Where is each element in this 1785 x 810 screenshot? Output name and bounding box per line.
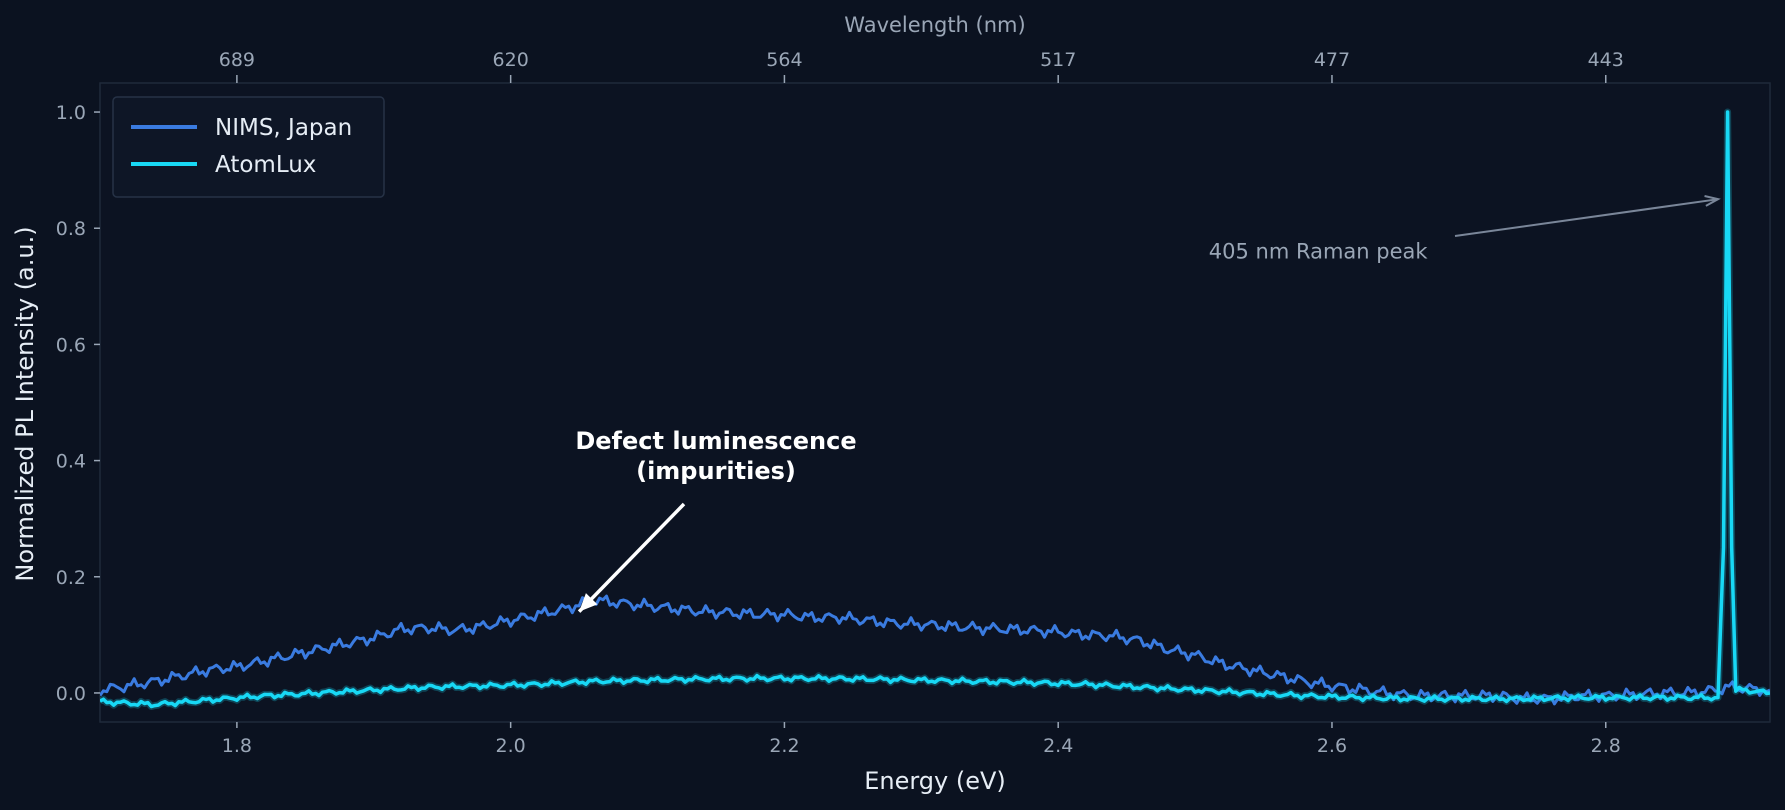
- y-axis-title: Normalized PL Intensity (a.u.): [11, 226, 39, 581]
- top-axis-title: Wavelength (nm): [844, 13, 1025, 37]
- x-tick-label: 2.4: [1043, 735, 1073, 757]
- series-layer: [100, 108, 1770, 710]
- raman-annotation-text: 405 nm Raman peak: [1209, 239, 1429, 263]
- raman-arrow-head: [1704, 195, 1721, 207]
- y-tick-label: 0.2: [56, 567, 86, 589]
- x-axis-title: Energy (eV): [864, 767, 1006, 795]
- raman-arrow-shaft: [1454, 198, 1719, 237]
- x-tick-label: 2.0: [496, 735, 526, 757]
- top-tick-label: 443: [1588, 49, 1624, 71]
- legend-box: [112, 96, 385, 198]
- x-tick-label: 2.6: [1317, 735, 1347, 757]
- defect-annotation-line2: (impurities): [636, 457, 796, 485]
- y-tick-label: 0.8: [56, 218, 86, 240]
- y-tick-label: 1.0: [56, 102, 86, 124]
- y-tick-label: 0.4: [56, 451, 86, 473]
- legend-label-0: NIMS, Japan: [215, 115, 352, 141]
- legend: NIMS, Japan AtomLux: [112, 96, 385, 198]
- top-tick-label: 564: [766, 49, 802, 71]
- top-tick-label: 517: [1040, 49, 1076, 71]
- legend-label-1: AtomLux: [215, 152, 316, 178]
- x-tick-label: 2.2: [769, 735, 799, 757]
- series-line-atomlux: [100, 110, 1770, 709]
- y-tick-label: 0.6: [56, 334, 86, 356]
- top-tick-label: 477: [1314, 49, 1350, 71]
- y-tick-label: 0.0: [56, 683, 86, 705]
- x-tick-label: 2.8: [1591, 735, 1621, 757]
- top-tick-label: 689: [219, 49, 255, 71]
- defect-arrow-head: [579, 593, 598, 612]
- annotations: Defect luminescence(impurities) 405 nm Ra…: [575, 195, 1721, 613]
- top-tick-label: 620: [493, 49, 529, 71]
- x-tick-label: 1.8: [222, 735, 252, 757]
- defect-arrow-shaft: [577, 502, 686, 613]
- defect-annotation-line1: Defect luminescence: [575, 427, 856, 455]
